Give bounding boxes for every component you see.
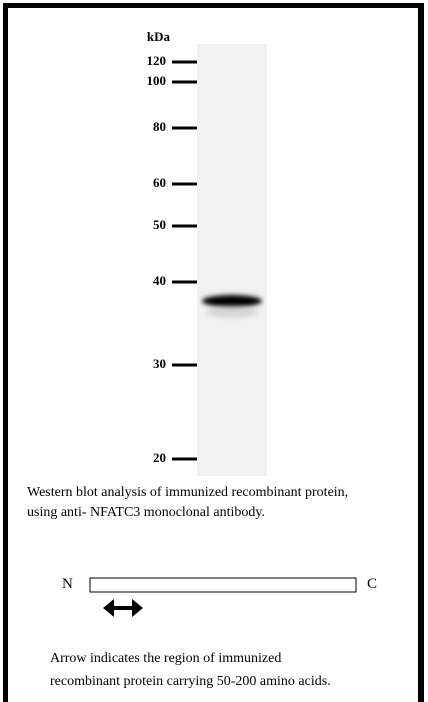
caption-line: using anti- NFATC3 monoclonal antibody. xyxy=(27,505,265,521)
unit-label: kDa xyxy=(130,29,170,45)
marker-label: 120 xyxy=(126,53,166,69)
marker-label: 40 xyxy=(126,273,166,289)
frame-top xyxy=(3,3,423,8)
marker-tick xyxy=(172,281,197,284)
frame-right xyxy=(418,3,424,702)
figure-graphics xyxy=(0,0,428,702)
protein-bar xyxy=(90,578,356,592)
marker-tick xyxy=(172,183,197,186)
note-line: recombinant protein carrying 50-200 amin… xyxy=(50,674,331,690)
figure: kDa Western blot analysis of immunized r… xyxy=(0,0,428,702)
blot-lane xyxy=(197,44,267,476)
frame-left xyxy=(3,3,8,702)
marker-label: 20 xyxy=(126,450,166,466)
double-arrow xyxy=(103,599,143,617)
marker-tick xyxy=(172,127,197,130)
marker-tick xyxy=(172,458,197,461)
marker-tick xyxy=(172,61,197,64)
note-line: Arrow indicates the region of immunized xyxy=(50,651,281,667)
marker-label: 60 xyxy=(126,175,166,191)
marker-label: 80 xyxy=(126,119,166,135)
blot-band xyxy=(202,295,262,307)
marker-label: 50 xyxy=(126,217,166,233)
marker-label: 100 xyxy=(126,73,166,89)
n-terminus-label: N xyxy=(62,576,73,593)
marker-label: 30 xyxy=(126,356,166,372)
caption-line: Western blot analysis of immunized recom… xyxy=(27,485,348,501)
c-terminus-label: C xyxy=(367,576,377,593)
marker-tick xyxy=(172,364,197,367)
blot-band-shadow xyxy=(206,306,258,318)
marker-tick xyxy=(172,225,197,228)
marker-tick xyxy=(172,81,197,84)
